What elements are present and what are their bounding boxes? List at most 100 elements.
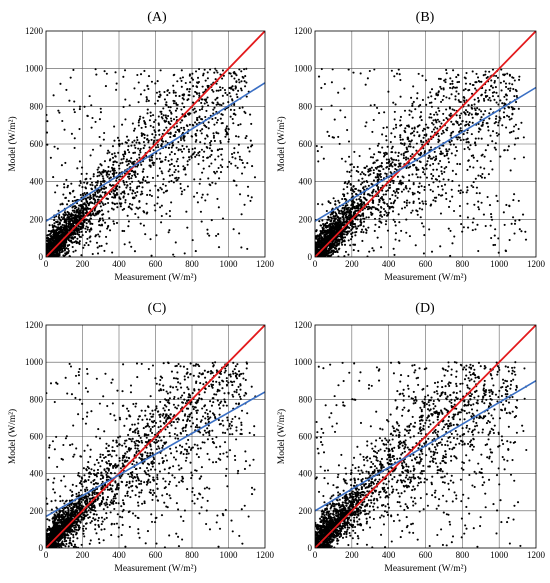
scatter-point	[87, 196, 90, 199]
scatter-point	[500, 89, 503, 92]
scatter-point	[346, 192, 349, 195]
scatter-point	[78, 231, 81, 234]
scatter-point	[371, 191, 374, 194]
scatter-point	[394, 232, 398, 235]
scatter-point	[484, 225, 487, 228]
scatter-point	[78, 235, 81, 238]
scatter-point	[408, 140, 411, 143]
scatter-point	[196, 92, 199, 95]
scatter-point	[449, 82, 452, 86]
scatter-point	[487, 173, 490, 176]
scatter-point	[113, 139, 116, 142]
scatter-point	[396, 187, 399, 191]
scatter-point	[318, 234, 321, 237]
scatter-point	[430, 88, 434, 91]
scatter-point	[99, 107, 102, 110]
scatter-point	[365, 121, 368, 124]
scatter-point	[479, 174, 482, 178]
scatter-point	[404, 131, 407, 134]
scatter-point	[147, 75, 151, 78]
scatter-point	[432, 174, 435, 177]
scatter-point	[213, 123, 216, 126]
scatter-point	[453, 109, 456, 112]
scatter-point	[393, 75, 396, 78]
scatter-point	[50, 244, 53, 247]
scatter-point	[419, 151, 422, 154]
scatter-point	[200, 117, 203, 121]
scatter-point	[383, 202, 386, 205]
scatter-point	[329, 234, 332, 237]
scatter-point	[399, 138, 402, 141]
scatter-point	[249, 199, 252, 202]
scatter-point	[72, 231, 75, 235]
scatter-point	[459, 139, 462, 142]
scatter-point	[88, 201, 91, 205]
scatter-point	[483, 99, 486, 102]
scatter-point	[437, 140, 440, 144]
scatter-point	[368, 147, 371, 150]
scatter-point	[110, 207, 113, 210]
scatter-point	[49, 242, 52, 245]
scatter-point	[487, 98, 490, 101]
scatter-point	[382, 168, 385, 171]
scatter-point	[199, 210, 202, 213]
scatter-point	[391, 151, 394, 154]
scatter-point	[423, 150, 427, 153]
scatter-point	[55, 238, 58, 241]
scatter-point	[81, 234, 84, 237]
scatter-point	[182, 147, 186, 150]
scatter-point	[409, 155, 412, 158]
scatter-point	[449, 254, 452, 257]
scatter-point	[160, 142, 163, 146]
scatter-point	[478, 192, 481, 195]
scatter-point	[131, 180, 134, 183]
scatter-point	[73, 100, 76, 103]
scatter-point	[191, 72, 194, 75]
scatter-point	[451, 195, 454, 198]
scatter-point	[228, 72, 231, 75]
scatter-point	[79, 182, 82, 185]
scatter-point	[511, 83, 514, 86]
scatter-point	[179, 77, 182, 80]
scatter-point	[172, 84, 175, 87]
scatter-point	[174, 91, 177, 94]
scatter-point	[440, 87, 443, 90]
scatter-point	[219, 88, 222, 92]
regression-line	[46, 82, 265, 222]
scatter-point	[341, 206, 344, 210]
scatter-point	[423, 173, 426, 176]
scatter-point	[78, 127, 81, 131]
scatter-point	[125, 160, 128, 163]
scatter-point	[200, 220, 203, 223]
scatter-point	[159, 206, 162, 209]
scatter-point	[495, 131, 498, 135]
scatter-point	[477, 80, 480, 83]
scatter-point	[86, 228, 89, 231]
scatter-point	[215, 131, 218, 135]
scatter-point	[494, 117, 497, 120]
scatter-point	[64, 238, 68, 241]
scatter-point	[152, 161, 155, 164]
scatter-point	[411, 191, 414, 194]
scatter-point	[439, 245, 442, 248]
scatter-point	[115, 171, 118, 174]
scatter-point	[380, 221, 383, 224]
scatter-point	[130, 245, 133, 248]
scatter-point	[224, 135, 227, 138]
scatter-point	[390, 162, 393, 165]
x-tick-label: 400	[112, 259, 126, 269]
scatter-point	[139, 93, 142, 96]
scatter-point	[154, 131, 157, 134]
scatter-point	[436, 127, 439, 130]
scatter-point	[473, 98, 476, 101]
scatter-point	[356, 207, 359, 210]
scatter-point	[432, 123, 435, 126]
scatter-point	[102, 219, 105, 222]
scatter-point	[57, 231, 61, 234]
scatter-point	[216, 71, 219, 74]
scatter-point	[394, 238, 397, 241]
scatter-point	[451, 180, 454, 183]
scatter-point	[513, 193, 516, 196]
scatter-point	[472, 181, 475, 184]
scatter-point	[111, 153, 114, 156]
